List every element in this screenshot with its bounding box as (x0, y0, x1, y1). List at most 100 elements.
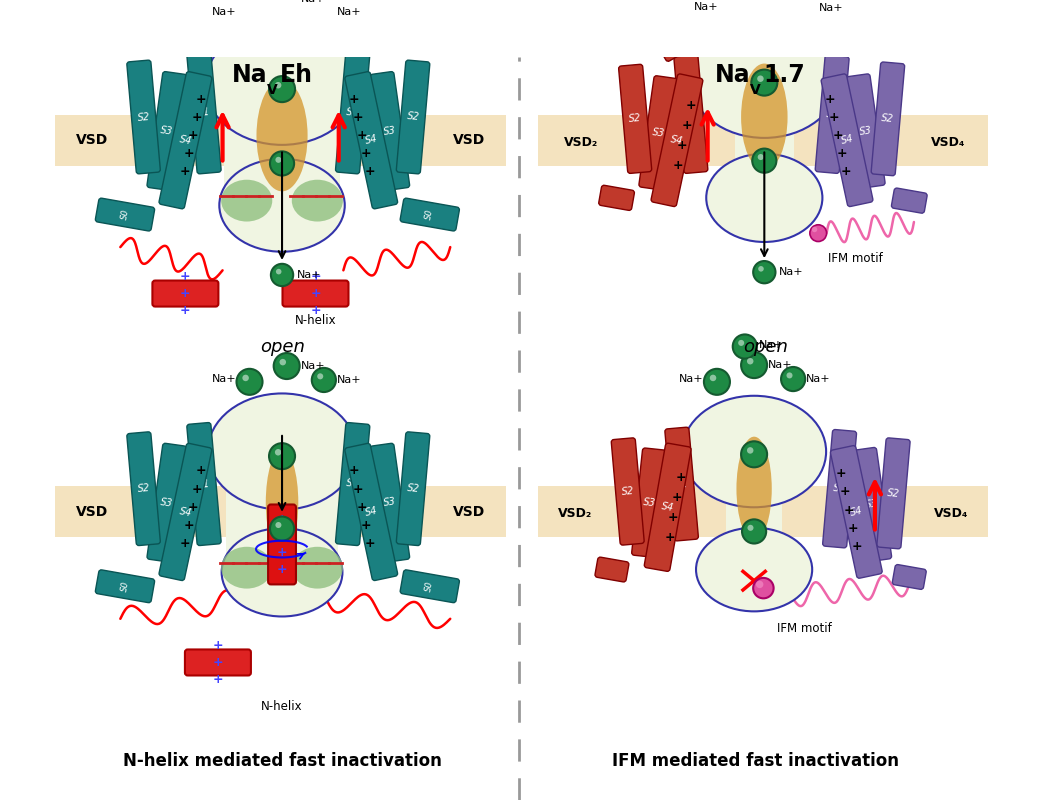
Text: S4: S4 (364, 506, 379, 518)
Ellipse shape (690, 22, 839, 138)
Text: VSD: VSD (453, 134, 485, 147)
Text: S3: S3 (652, 127, 665, 138)
Bar (538, 486, 988, 538)
Text: open: open (743, 338, 788, 355)
Circle shape (733, 334, 757, 358)
Circle shape (269, 76, 295, 102)
Ellipse shape (292, 180, 343, 222)
Circle shape (781, 367, 805, 391)
Text: +: + (188, 129, 198, 142)
Text: +: + (213, 673, 223, 686)
Circle shape (754, 578, 773, 598)
Text: +: + (664, 531, 675, 544)
Ellipse shape (741, 63, 788, 170)
Text: +: + (191, 111, 202, 124)
Text: +: + (184, 147, 194, 160)
Text: Na: Na (715, 63, 750, 87)
Text: Na+: Na+ (807, 374, 830, 384)
Text: +: + (310, 304, 321, 317)
Text: +: + (668, 511, 679, 524)
Circle shape (747, 525, 754, 531)
FancyBboxPatch shape (892, 188, 927, 213)
Text: +: + (828, 111, 839, 124)
Ellipse shape (292, 546, 343, 589)
Text: +: + (840, 486, 850, 498)
FancyBboxPatch shape (619, 64, 652, 174)
Text: S3: S3 (866, 498, 879, 510)
FancyBboxPatch shape (645, 443, 691, 571)
Text: Na+: Na+ (337, 375, 361, 385)
Ellipse shape (256, 80, 307, 191)
Text: N-helix mediated fast inactivation: N-helix mediated fast inactivation (122, 752, 441, 770)
Circle shape (741, 442, 767, 467)
Circle shape (274, 353, 300, 379)
Text: +: + (685, 99, 696, 112)
Ellipse shape (696, 528, 812, 611)
Text: S1: S1 (197, 478, 211, 490)
FancyBboxPatch shape (595, 557, 629, 582)
Text: S4: S4 (660, 502, 675, 514)
Circle shape (710, 374, 716, 381)
FancyBboxPatch shape (335, 422, 370, 546)
Text: S0: S0 (119, 580, 131, 592)
Text: Na+: Na+ (768, 360, 793, 370)
Text: N-helix: N-helix (262, 700, 303, 713)
Text: S0: S0 (425, 209, 435, 221)
Circle shape (742, 519, 766, 543)
Circle shape (318, 6, 323, 11)
Circle shape (311, 0, 336, 24)
Text: +: + (360, 147, 372, 160)
Text: +: + (677, 139, 687, 152)
Bar (727, 472, 782, 556)
Circle shape (271, 264, 293, 286)
FancyBboxPatch shape (127, 60, 160, 174)
Text: VSD₄: VSD₄ (934, 507, 968, 520)
Text: S4: S4 (179, 506, 192, 518)
FancyBboxPatch shape (893, 565, 926, 590)
Text: +: + (180, 304, 191, 317)
Circle shape (756, 0, 782, 7)
FancyBboxPatch shape (127, 432, 160, 546)
FancyBboxPatch shape (147, 443, 187, 562)
Text: S2: S2 (407, 111, 419, 122)
Text: S4: S4 (179, 134, 192, 146)
Text: +: + (840, 166, 851, 178)
Ellipse shape (219, 159, 345, 252)
FancyBboxPatch shape (268, 505, 296, 585)
Text: S2: S2 (621, 486, 634, 497)
Text: +: + (672, 490, 682, 504)
Text: S0: S0 (425, 580, 435, 592)
Text: S2: S2 (886, 488, 900, 499)
Text: +: + (675, 470, 686, 483)
Circle shape (318, 374, 323, 379)
Circle shape (704, 369, 730, 395)
Text: +: + (310, 287, 321, 300)
Text: +: + (180, 287, 191, 300)
Text: Na: Na (231, 63, 267, 87)
Text: VSD₂: VSD₂ (557, 507, 592, 520)
FancyBboxPatch shape (815, 55, 849, 174)
Text: +: + (360, 519, 372, 532)
Text: S2: S2 (881, 114, 895, 124)
FancyBboxPatch shape (674, 55, 708, 174)
FancyBboxPatch shape (345, 443, 398, 581)
FancyBboxPatch shape (371, 443, 410, 562)
FancyBboxPatch shape (611, 438, 645, 545)
Text: +: + (277, 530, 288, 542)
Text: +: + (364, 537, 375, 550)
Text: Na+: Na+ (301, 0, 325, 4)
FancyBboxPatch shape (95, 198, 155, 231)
Text: S2: S2 (137, 483, 151, 494)
Circle shape (275, 522, 281, 528)
Text: Na+: Na+ (212, 374, 237, 384)
Text: S1: S1 (684, 109, 698, 120)
Ellipse shape (221, 180, 272, 222)
Text: S3: S3 (383, 497, 397, 509)
Text: +: + (277, 513, 288, 526)
Text: +: + (357, 129, 367, 142)
FancyBboxPatch shape (852, 447, 892, 562)
Text: S1: S1 (346, 478, 359, 490)
Text: +: + (188, 501, 198, 514)
Text: +: + (277, 546, 288, 559)
Text: VSD₄: VSD₄ (931, 135, 965, 149)
